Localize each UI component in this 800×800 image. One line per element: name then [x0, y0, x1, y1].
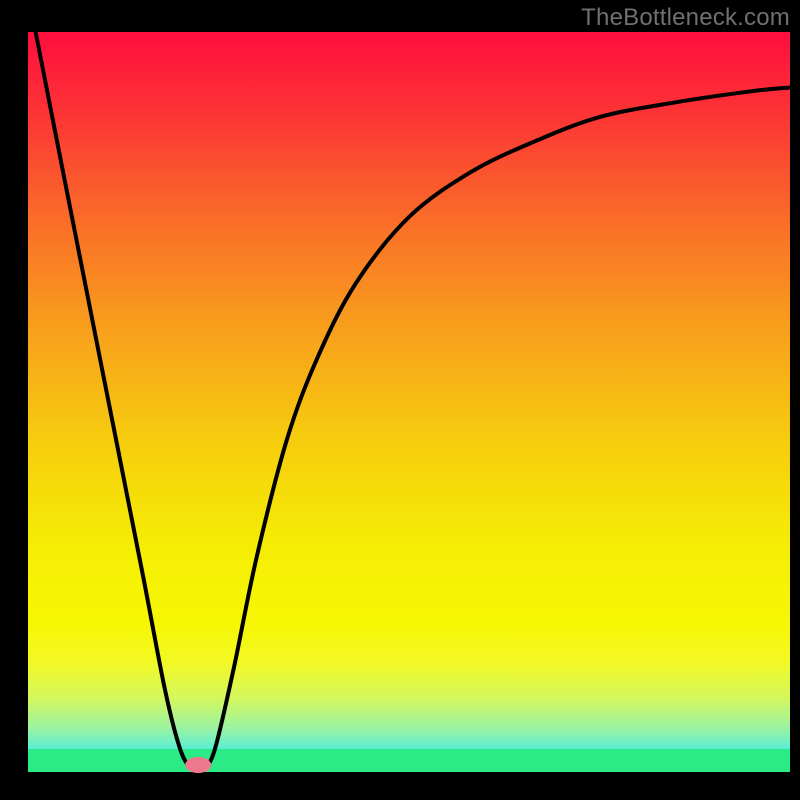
curve-svg [28, 32, 790, 772]
bottleneck-curve [36, 32, 790, 771]
chart-frame: TheBottleneck.com [0, 0, 800, 800]
plot-area [28, 32, 790, 772]
optimum-marker [185, 757, 211, 773]
watermark-text: TheBottleneck.com [581, 4, 790, 32]
